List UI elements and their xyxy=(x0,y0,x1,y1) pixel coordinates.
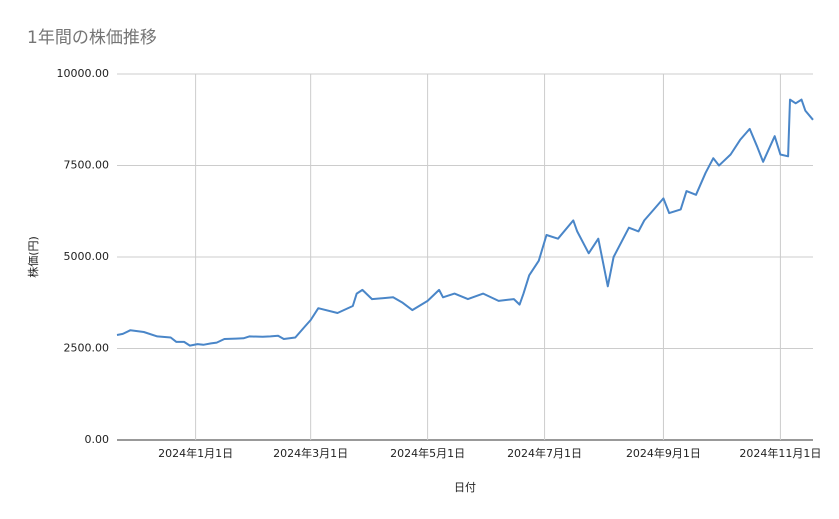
x-axis-label: 日付 xyxy=(454,481,476,494)
x-tick-label: 2024年7月1日 xyxy=(507,446,582,460)
y-tick-label: 5000.00 xyxy=(64,250,110,263)
x-tick-label: 2024年11月1日 xyxy=(739,446,821,460)
y-tick-label: 0.00 xyxy=(85,433,110,446)
x-tick-label: 2024年1月1日 xyxy=(158,446,233,460)
y-axis-label: 株価(円) xyxy=(26,236,40,278)
x-tick-label: 2024年5月1日 xyxy=(390,446,465,460)
y-tick-label: 7500.00 xyxy=(64,159,110,172)
chart-title: 1年間の株価推移 xyxy=(27,28,157,48)
x-tick-label: 2024年3月1日 xyxy=(273,446,348,460)
y-tick-label: 10000.00 xyxy=(57,67,110,80)
y-tick-label: 2500.00 xyxy=(64,342,110,355)
x-tick-label: 2024年9月1日 xyxy=(626,446,701,460)
data-line xyxy=(116,98,814,347)
